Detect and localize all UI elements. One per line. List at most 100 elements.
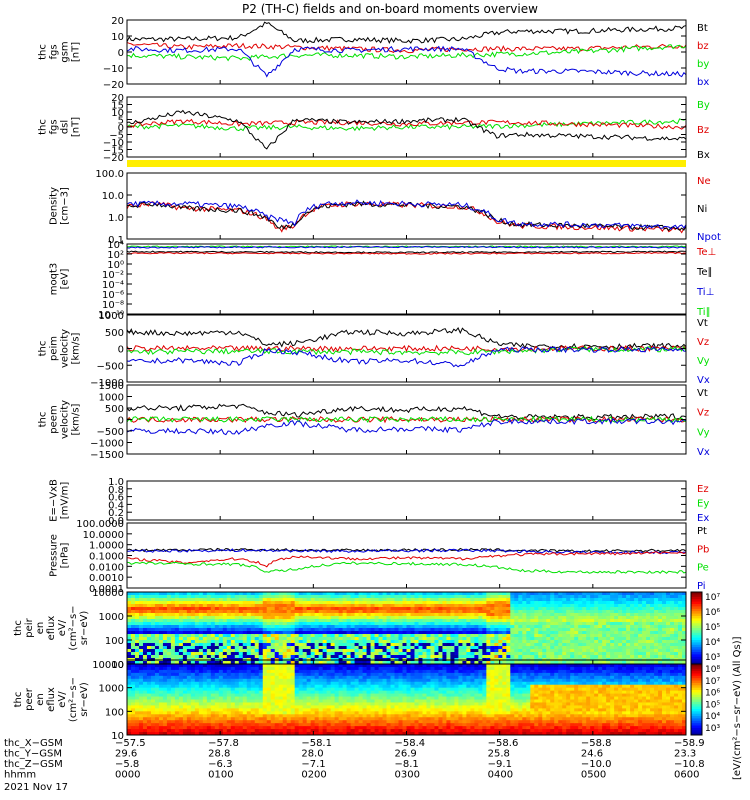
heatmap-cell [534, 616, 539, 620]
heatmap-cell [286, 631, 292, 635]
heatmap-cell [310, 681, 316, 686]
heatmap-cell [186, 628, 192, 632]
heatmap-cell [266, 672, 272, 677]
heatmap-cell [614, 655, 619, 659]
heatmap-cell [446, 625, 451, 629]
heatmap-cell [330, 646, 336, 650]
heatmap-cell [142, 684, 148, 689]
heatmap-cell [254, 652, 260, 656]
heatmap-cell [618, 640, 623, 644]
heatmap-cell [154, 726, 160, 730]
heatmap-cell [390, 649, 395, 653]
heatmap-cell [598, 592, 603, 596]
heatmap-cell [142, 640, 148, 644]
heatmap-cell [242, 637, 248, 641]
heatmap-cell [626, 619, 631, 623]
heatmap-cell [206, 622, 212, 626]
heatmap-cell [426, 601, 431, 605]
heatmap-cell [506, 631, 511, 635]
heatmap-cell [670, 598, 675, 602]
heatmap-cell [330, 652, 336, 656]
heatmap-cell [462, 652, 467, 656]
heatmap-cell [310, 696, 316, 700]
heatmap-cell [222, 631, 228, 635]
heatmap-cell [310, 684, 316, 689]
heatmap-cell [226, 628, 232, 632]
heatmap-cell [166, 610, 172, 614]
heatmap-cell [286, 723, 292, 727]
heatmap-cell [538, 655, 543, 659]
heatmap-cell [298, 693, 304, 697]
heatmap-cell [350, 622, 355, 626]
heatmap-cell [258, 595, 264, 599]
heatmap-cell [234, 619, 240, 623]
heatmap-cell [594, 625, 599, 629]
heatmap-cell [198, 732, 204, 736]
heatmap-cell [486, 592, 491, 596]
heatmap-cell [594, 598, 599, 602]
heatmap-cell [222, 696, 228, 700]
heatmap-cell [186, 598, 192, 602]
heatmap-cell [190, 723, 196, 727]
heatmap-cell [202, 669, 208, 674]
heatmap-cell [666, 619, 671, 623]
heatmap-cell [210, 634, 216, 638]
heatmap-cell [214, 666, 220, 671]
legend-entry-Vt: Vt [697, 388, 708, 399]
heatmap-cell [494, 652, 499, 656]
heatmap-cell [490, 619, 495, 623]
heatmap-cell [554, 613, 559, 617]
heatmap-cell [158, 622, 164, 626]
heatmap-cell [254, 610, 260, 614]
heatmap-cell [162, 705, 168, 709]
heatmap-cell [422, 592, 427, 596]
heatmap-cell [254, 592, 260, 596]
heatmap-cell [630, 622, 635, 626]
heatmap-cell [294, 714, 300, 718]
heatmap-cell [662, 610, 667, 614]
heatmap-cell [202, 717, 208, 721]
heatmap-cell [286, 666, 292, 671]
heatmap-cell [322, 687, 328, 692]
heatmap-cell [638, 640, 643, 644]
heatmap-cell [318, 625, 324, 629]
heatmap-cell [594, 619, 599, 623]
heatmap-cell [534, 595, 539, 599]
heatmap-cell [610, 622, 615, 626]
heatmap-cell [522, 634, 527, 638]
heatmap-cell [642, 604, 647, 608]
heatmap-cell [146, 601, 152, 605]
heatmap-cell [486, 619, 491, 623]
heatmap-cell [306, 664, 312, 668]
heatmap-cell [282, 705, 288, 709]
heatmap-cell [166, 690, 172, 694]
heatmap-cell [502, 631, 507, 635]
heatmap-cell [314, 678, 320, 683]
heatmap-cell [474, 598, 479, 602]
heatmap-cell [670, 616, 675, 620]
heatmap-cell [446, 640, 451, 644]
heatmap-cell [218, 678, 224, 683]
heatmap-cell [286, 592, 292, 596]
heatmap-cell [194, 684, 200, 689]
heatmap-cell [150, 652, 156, 656]
heatmap-cell [134, 661, 140, 665]
heatmap-cell [186, 711, 192, 715]
heatmap-cell [134, 622, 140, 626]
heatmap-cell [530, 646, 535, 650]
heatmap-cell [366, 634, 371, 638]
heatmap-cell [370, 634, 375, 638]
heatmap-cell [290, 726, 296, 730]
heatmap-cell [214, 699, 220, 703]
heatmap-cell [602, 643, 607, 647]
heatmap-cell [638, 616, 643, 620]
heatmap-cell [406, 646, 411, 650]
heatmap-cell [190, 711, 196, 715]
panel-frame [126, 522, 687, 589]
heatmap-cell [386, 628, 391, 632]
heatmap-cell [362, 649, 367, 653]
heatmap-cell [606, 598, 611, 602]
heatmap-cell [470, 592, 475, 596]
heatmap-cell [242, 592, 248, 596]
